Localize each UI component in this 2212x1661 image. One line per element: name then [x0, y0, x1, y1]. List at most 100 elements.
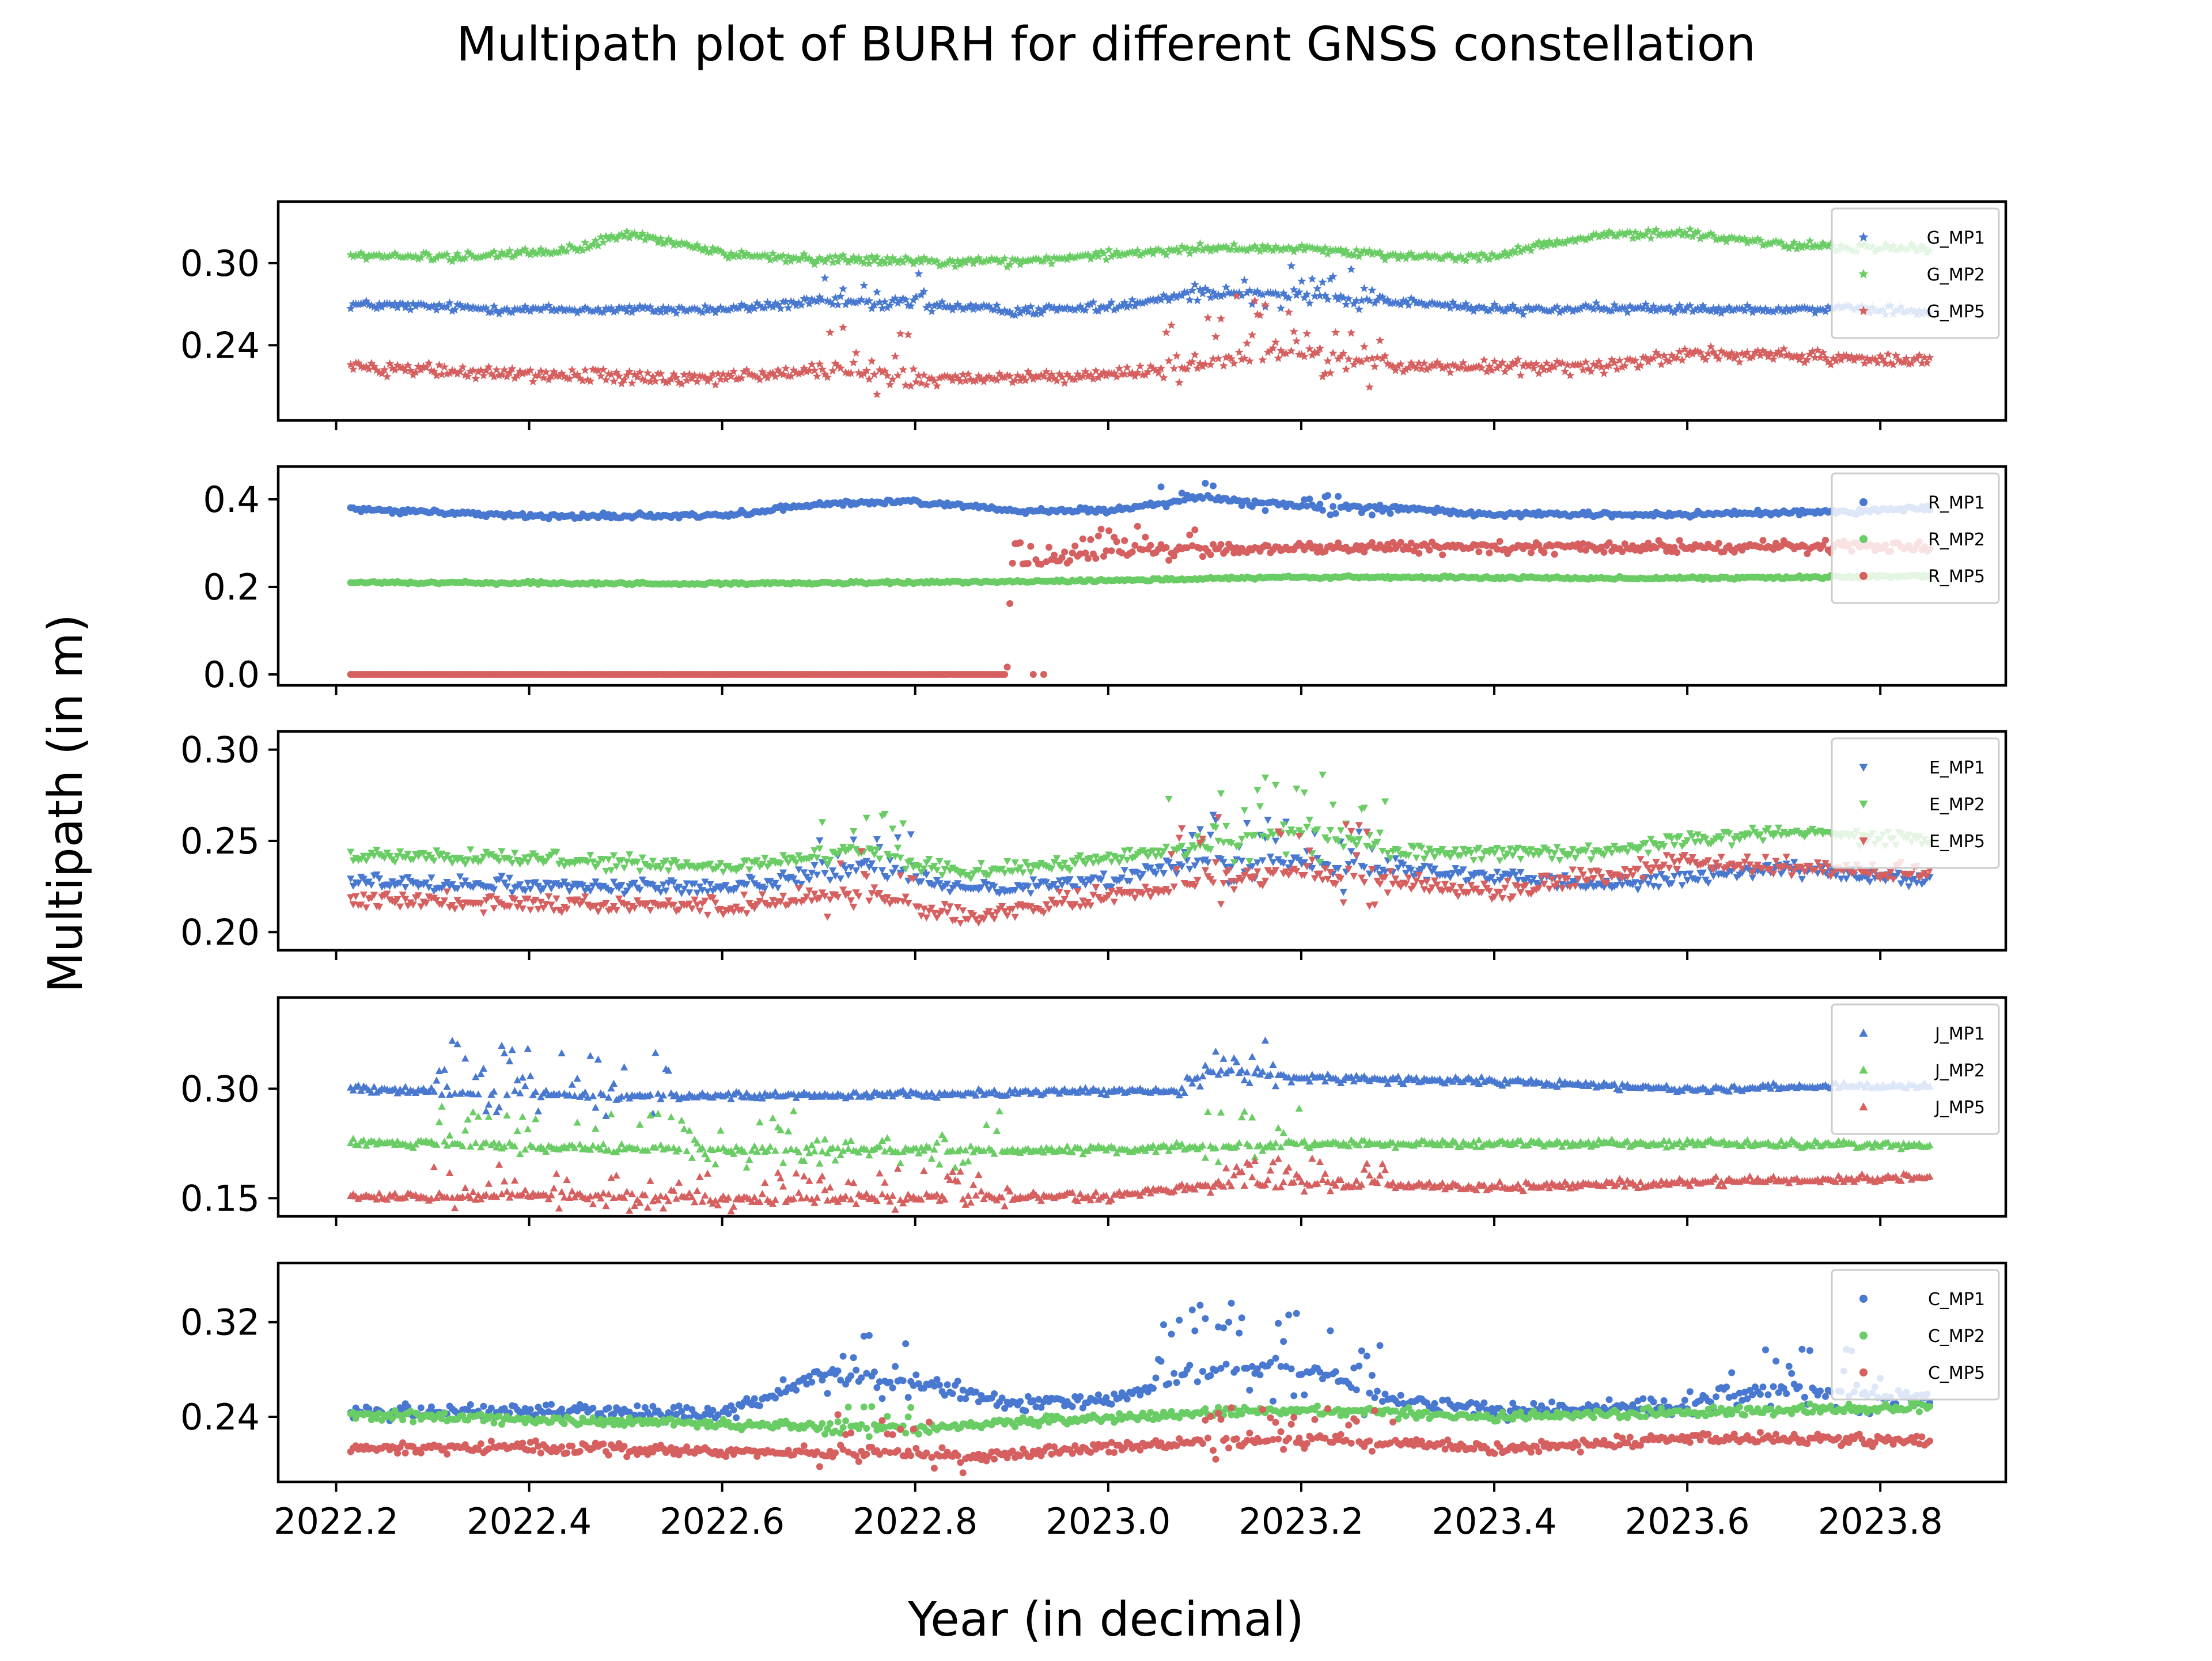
data-point: [1365, 382, 1374, 391]
data-point: [1188, 286, 1196, 295]
data-point: [825, 328, 834, 336]
data-point: [1172, 351, 1181, 360]
legend-label: R_MP5: [1928, 567, 1985, 587]
data-point: [1571, 855, 1579, 862]
data-point: [816, 837, 823, 844]
data-point: [1301, 790, 1308, 797]
data-point: [1264, 817, 1271, 824]
data-point: [1061, 548, 1068, 555]
data-point: [1439, 551, 1446, 558]
data-point: [1025, 560, 1032, 567]
data-point: [899, 820, 907, 827]
data-point: [1017, 539, 1024, 546]
data-point: [1262, 775, 1269, 782]
data-point: [1126, 847, 1134, 854]
data-point: [1376, 336, 1384, 344]
data-point: [1601, 549, 1608, 556]
data-point: [820, 274, 829, 282]
data-point: [1710, 873, 1717, 879]
data-point: [896, 855, 904, 862]
data-point: [1258, 355, 1267, 364]
data-point: [853, 867, 860, 874]
data-point: [821, 870, 828, 877]
data-point: [1165, 796, 1172, 803]
data-point: [1319, 772, 1326, 779]
data-point: [781, 364, 790, 373]
data-point: [527, 907, 534, 913]
data-point: [435, 361, 444, 369]
data-point: [1619, 882, 1626, 889]
data-point: [1199, 553, 1206, 560]
data-point: [1210, 483, 1217, 490]
legend-label: G_MP1: [1927, 228, 1985, 248]
data-point: [347, 849, 354, 856]
data-point: [352, 893, 359, 900]
data-point: [1884, 350, 1892, 358]
data-point: [1105, 528, 1112, 534]
data-point: [907, 831, 915, 838]
data-point: [1480, 355, 1488, 364]
data-point: [402, 884, 409, 891]
data-point: [889, 825, 896, 832]
data-point: [826, 877, 834, 884]
data-point: [1360, 342, 1369, 351]
data-point: [909, 365, 918, 373]
data-point: [1175, 378, 1184, 386]
y-tick-label: 0.2: [203, 566, 260, 608]
data-point: [376, 875, 383, 882]
data-point: [899, 365, 907, 374]
data-point: [1193, 296, 1202, 305]
data-point: [1066, 557, 1073, 564]
legend-marker: [1859, 535, 1868, 543]
data-point: [1287, 261, 1296, 270]
data-point: [1108, 547, 1115, 554]
legend-label: R_MP1: [1928, 493, 1985, 513]
data-point: [912, 377, 921, 386]
data-point: [1360, 284, 1369, 293]
series-G_MP2: [346, 225, 1934, 271]
data-point: [1142, 534, 1149, 541]
data-point: [467, 846, 474, 853]
data-point: [1160, 870, 1167, 877]
data-point: [1308, 274, 1316, 283]
data-point: [831, 293, 839, 302]
data-point: [819, 819, 826, 826]
data-point: [849, 358, 858, 367]
data-point: [1306, 495, 1313, 502]
data-point: [813, 871, 821, 878]
data-point: [1027, 543, 1034, 550]
data-point: [1318, 278, 1327, 286]
data-point: [620, 864, 628, 871]
data-point: [1290, 327, 1298, 336]
data-point: [1238, 858, 1245, 864]
data-point: [1332, 510, 1339, 517]
data-point: [1147, 542, 1154, 549]
data-point: [1486, 549, 1493, 556]
data-point: [1634, 886, 1642, 893]
data-point: [1009, 560, 1016, 567]
data-point: [1186, 866, 1194, 873]
data-point: [1516, 371, 1525, 380]
data-point: [1003, 858, 1011, 865]
panel-G-points: [346, 225, 1934, 398]
data-point: [863, 815, 870, 822]
data-point: [605, 856, 612, 863]
data-point: [1282, 852, 1290, 859]
data-point: [1095, 533, 1102, 540]
data-point: [904, 330, 912, 339]
data-point: [1323, 357, 1332, 365]
data-point: [396, 904, 404, 911]
data-point: [1412, 855, 1420, 862]
data-point: [1376, 830, 1384, 837]
data-point: [508, 860, 516, 867]
y-tick-label: 0.30: [180, 242, 260, 285]
data-point: [1679, 882, 1686, 889]
data-point: [1030, 671, 1037, 678]
data-point: [850, 837, 857, 844]
x-axis-label: Year (in decimal): [907, 1592, 1304, 1647]
data-point: [1475, 548, 1482, 555]
data-point: [1185, 295, 1194, 304]
data-point: [1324, 492, 1331, 499]
data-point: [1203, 313, 1212, 322]
